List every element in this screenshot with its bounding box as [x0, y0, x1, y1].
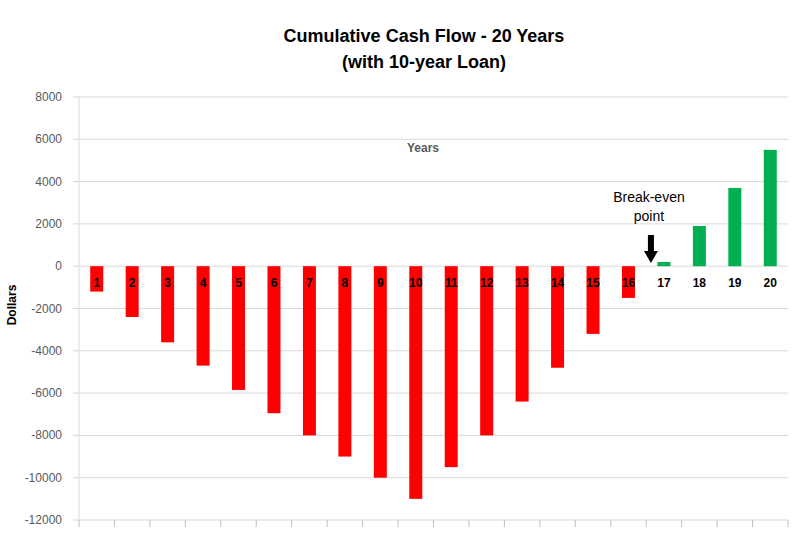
x-tick-label: 11 [445, 276, 458, 290]
x-tick-label: 2 [129, 276, 136, 290]
grid [73, 97, 788, 520]
y-tick-label: -12000 [25, 513, 63, 527]
bar [374, 266, 387, 478]
x-tick-label: 7 [306, 276, 313, 290]
grid-line [73, 97, 788, 98]
bar [445, 266, 458, 467]
y-tick-label: 2000 [35, 217, 62, 231]
grid-line [73, 393, 788, 394]
x-tick-mark [788, 520, 789, 527]
grid-line [73, 477, 788, 478]
x-tick-mark [646, 520, 647, 527]
bar [480, 266, 493, 435]
bar [267, 266, 280, 413]
x-tick-mark [610, 520, 611, 527]
y-tick-label: -2000 [31, 302, 62, 316]
y-tick-label: 4000 [35, 175, 62, 189]
x-tick-label: 6 [271, 276, 278, 290]
x-tick-mark [433, 520, 434, 527]
x-tick-label: 13 [515, 276, 529, 290]
x-tick-label: 3 [164, 276, 171, 290]
x-tick-mark [362, 520, 363, 527]
annotation: Break-even point [613, 189, 685, 224]
x-tick-mark [327, 520, 328, 527]
subtitle: (with 10-year Loan) [342, 52, 506, 72]
grid-line [73, 350, 788, 351]
bar [764, 150, 777, 266]
y-axis-line [79, 97, 80, 520]
x-tick-mark [291, 520, 292, 527]
x-tick-label: 15 [586, 276, 600, 290]
y-tick-label: 8000 [35, 90, 62, 104]
bar [338, 266, 351, 456]
x-tick-label: 19 [728, 276, 742, 290]
x-tick-label: 5 [235, 276, 242, 290]
x-tick-mark [539, 520, 540, 527]
x-tick-mark [256, 520, 257, 527]
bar [657, 262, 670, 266]
bar [622, 266, 635, 298]
x-tick-label: 12 [480, 276, 494, 290]
y-tick-label: -6000 [31, 386, 62, 400]
x-tick-label: 18 [693, 276, 707, 290]
annotation-line: point [634, 208, 664, 224]
annotation-arrow [644, 235, 658, 263]
grid-line [73, 223, 788, 224]
x-tick-label: 1 [93, 276, 100, 290]
chart: -12000 -10000 -8000 -6000 -4000 -2000 0 2000 400… [0, 0, 800, 533]
x-tick-label: 9 [377, 276, 384, 290]
y-tick-label: -10000 [25, 471, 63, 485]
x-tick-mark [468, 520, 469, 527]
bar [728, 188, 741, 266]
bar [409, 266, 422, 499]
x-tick-mark [220, 520, 221, 527]
bar [161, 266, 174, 342]
grid-line [73, 266, 788, 267]
grid-line [73, 435, 788, 436]
x-tick-label: 8 [342, 276, 349, 290]
y-tick-label: -4000 [31, 344, 62, 358]
bar [197, 266, 210, 365]
x-tick-label: 10 [409, 276, 423, 290]
x-tick-mark [114, 520, 115, 527]
grid-line [73, 308, 788, 309]
y-tick-label: -8000 [31, 428, 62, 442]
bar [232, 266, 245, 390]
y-tick-label: 0 [55, 259, 62, 273]
x-tick-mark [575, 520, 576, 527]
x-tick-mark [717, 520, 718, 527]
x-axis-label: Years [407, 141, 439, 155]
bar [126, 266, 139, 317]
y-tick-label: 6000 [35, 132, 62, 146]
y-axis-label: Dollars [5, 284, 19, 325]
x-tick-mark [398, 520, 399, 527]
x-tick-label: 14 [551, 276, 565, 290]
x-tick-label: 17 [657, 276, 671, 290]
x-tick-mark [504, 520, 505, 527]
bar [587, 266, 600, 334]
bar [303, 266, 316, 435]
grid-line [73, 181, 788, 182]
x-tick-label: 20 [764, 276, 778, 290]
x-tick-mark [149, 520, 150, 527]
title: Cumulative Cash Flow - 20 Years [284, 26, 565, 46]
x-tick-mark [681, 520, 682, 527]
grid-line [73, 520, 788, 521]
x-tick-label: 16 [622, 276, 636, 290]
grid-line [73, 139, 788, 140]
x-tick-mark [185, 520, 186, 527]
x-tick-mark [79, 520, 80, 527]
x-tick-label: 4 [200, 276, 207, 290]
bar [693, 226, 706, 266]
annotation-line: Break-even [613, 189, 685, 205]
bar [90, 266, 103, 291]
bar [551, 266, 564, 368]
bars [90, 150, 777, 499]
x-tick-mark [752, 520, 753, 527]
bar [516, 266, 529, 401]
